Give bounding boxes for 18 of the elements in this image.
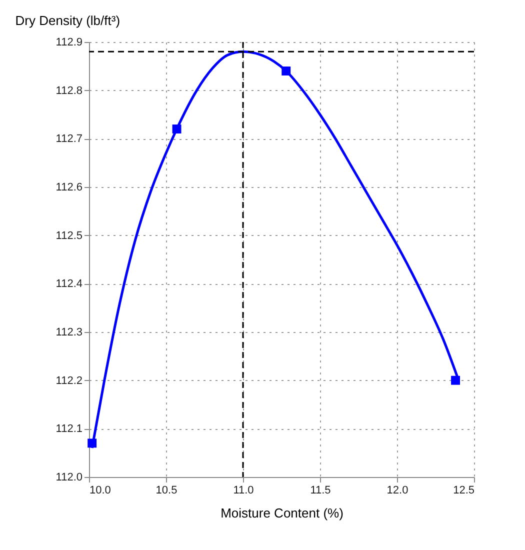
y-tick-label: 112.0: [56, 472, 82, 484]
y-tick-label: 112.9: [56, 36, 82, 48]
x-tick-label: 10.5: [156, 484, 178, 496]
y-tick-label: 112.8: [56, 84, 82, 97]
x-axis-title: Moisture Content (%): [220, 506, 344, 520]
y-tick-label: 112.3: [56, 326, 82, 338]
y-tick-label: 112.1: [56, 423, 82, 436]
y-tick-label: 112.5: [56, 230, 82, 242]
x-tick-label: 11.0: [233, 484, 254, 496]
x-tick-label: 12.5: [453, 484, 474, 496]
y-tick-label: 112.6: [56, 182, 82, 194]
y-axis-title: Dry Density (lb/ft³): [15, 13, 120, 28]
x-tick-label: 10.0: [90, 484, 111, 496]
x-tick-label: 12.0: [386, 484, 408, 496]
x-tick-label: 11.5: [310, 484, 331, 496]
y-tick-label: 112.7: [56, 133, 82, 146]
y-tick-label: 112.2: [56, 374, 82, 387]
y-tick-label: 112.4: [56, 278, 82, 290]
